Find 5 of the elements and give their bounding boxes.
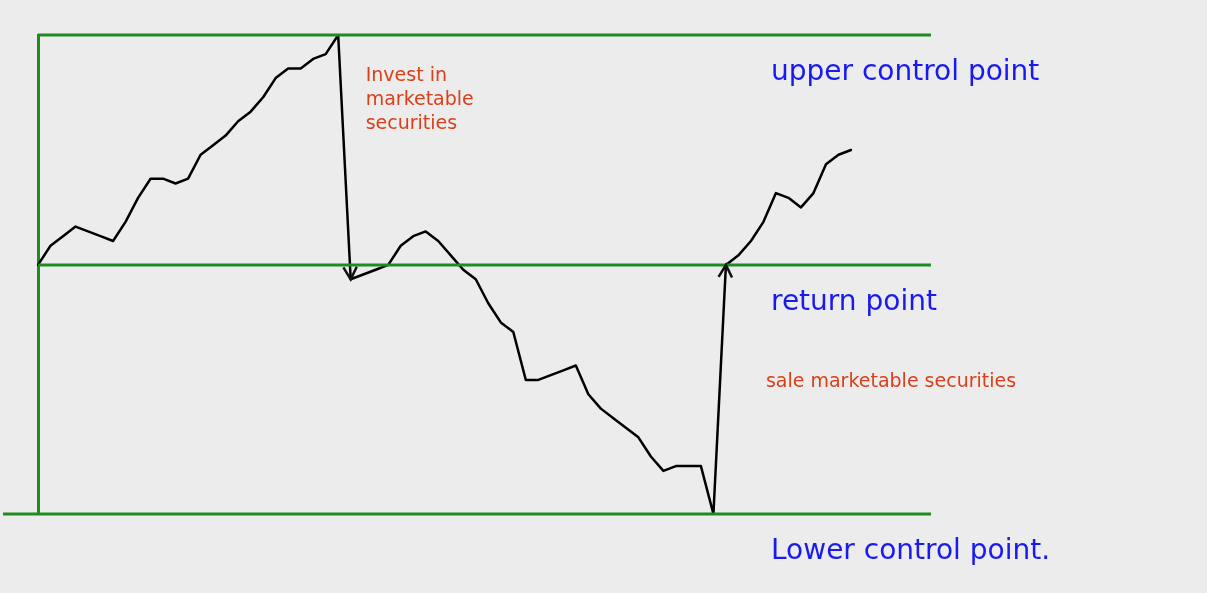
annotation: sale marketable securities — [765, 368, 1018, 392]
ref-line-label: Lower control point. — [771, 533, 1051, 567]
ref-line-label: upper control point — [771, 54, 1040, 88]
ref-line-label: return point — [771, 284, 937, 318]
annotation: Invest in marketable securities — [365, 62, 475, 134]
